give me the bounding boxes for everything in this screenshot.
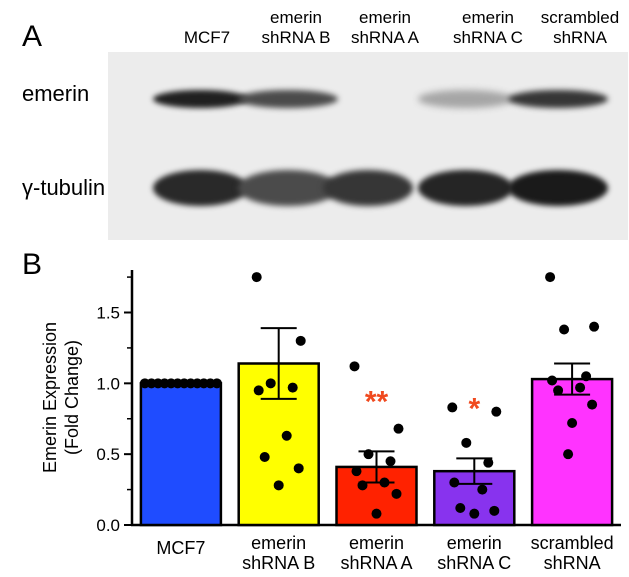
y-tick-label: 0.0 — [96, 516, 120, 535]
data-point — [287, 382, 298, 393]
blot-band-tubulin — [508, 170, 608, 206]
data-point — [211, 378, 222, 389]
data-point — [553, 385, 564, 396]
data-point — [587, 399, 598, 410]
data-point — [545, 272, 556, 283]
blot-column-shrna-b: emerin shRNA B — [261, 8, 331, 47]
blot-band-emerin — [153, 90, 248, 108]
data-point — [581, 371, 592, 382]
data-point — [563, 449, 574, 460]
x-category-label: scrambled shRNA — [531, 533, 614, 573]
x-category-label: MCF7 — [156, 538, 205, 558]
data-point — [393, 423, 404, 434]
y-axis-label: Emerin Expression (Fold Change) — [40, 322, 82, 473]
panel-b-label: B — [22, 248, 43, 281]
data-point — [251, 272, 262, 283]
western-blot-image — [108, 52, 628, 240]
blot-band-emerin — [238, 90, 338, 108]
data-point — [385, 456, 396, 467]
data-point — [259, 452, 270, 462]
data-point — [559, 324, 570, 335]
data-point — [349, 361, 360, 372]
data-point — [547, 375, 558, 386]
panel-a-label: A — [22, 20, 43, 53]
blot-band-tubulin — [153, 170, 248, 206]
blot-column-scrambled: scrambled shRNA — [540, 8, 620, 47]
data-point — [351, 466, 362, 477]
data-point — [461, 437, 472, 448]
blot-band-tubulin — [418, 170, 513, 206]
y-tick-label: 1.0 — [96, 374, 120, 393]
blot-band-emerin — [418, 90, 513, 108]
significance-marker: * — [468, 392, 480, 425]
data-point — [489, 505, 500, 516]
data-point — [281, 430, 292, 441]
data-point — [469, 508, 480, 519]
data-point — [483, 457, 494, 468]
blot-column-shrna-c: emerin shRNA C — [453, 8, 523, 47]
data-point — [455, 503, 466, 513]
data-point — [449, 477, 460, 488]
blot-row-gamma-tubulin: γ-tubulin — [22, 175, 106, 200]
data-point — [371, 508, 382, 519]
data-point — [379, 477, 390, 488]
x-category-label: emerin shRNA A — [340, 533, 412, 573]
data-point — [575, 382, 586, 393]
data-point — [273, 480, 284, 491]
data-point — [363, 449, 374, 460]
y-tick-label: 0.5 — [96, 445, 120, 464]
data-point — [447, 402, 458, 413]
x-category-label: emerin shRNA C — [437, 533, 511, 573]
blot-band-tubulin — [323, 170, 413, 206]
y-tick-label: 1.5 — [96, 304, 120, 323]
data-point — [477, 484, 488, 495]
significance-marker: ** — [365, 385, 389, 418]
data-point — [491, 406, 502, 417]
data-point — [293, 463, 304, 474]
x-category-label: emerin shRNA B — [242, 533, 315, 573]
data-point — [567, 418, 578, 428]
bar — [139, 382, 223, 527]
data-point — [589, 321, 600, 332]
data-point — [357, 480, 368, 491]
data-point — [295, 335, 306, 346]
blot-column-shrna-a: emerin shRNA A — [350, 8, 420, 47]
data-point — [265, 378, 276, 389]
blot-band-tubulin — [238, 170, 338, 206]
data-point — [253, 385, 264, 396]
blot-row-emerin: emerin — [22, 81, 90, 106]
blot-band-emerin — [508, 90, 608, 108]
blot-column-mcf7: MCF7 — [183, 28, 231, 47]
data-point — [391, 488, 402, 499]
